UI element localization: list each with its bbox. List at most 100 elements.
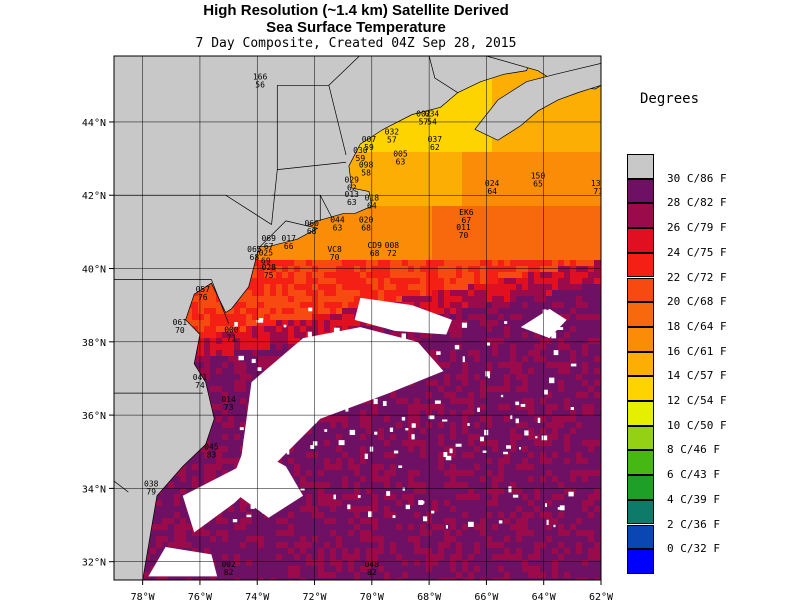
station-temp: 67 [264, 242, 274, 251]
colorbar-label: 18 C/64 F [667, 319, 727, 333]
lon-tick-label: 66°W [474, 592, 499, 603]
station-id: 024 [485, 179, 500, 188]
border-line [363, 0, 395, 52]
station-id: 030 [353, 146, 368, 155]
station-id: 028 [261, 263, 276, 272]
station-id: 044 [330, 216, 345, 225]
station-id: 018 [365, 194, 380, 203]
station-temp: 73 [224, 403, 234, 412]
colorbar-swatch [627, 425, 654, 451]
station-id: 069 [261, 234, 276, 243]
colorbar-swatch [627, 450, 654, 476]
station-temp: 75 [264, 271, 274, 280]
station-temp: 70 [175, 326, 185, 335]
cloud-area [354, 297, 453, 335]
station-id: CD9 [367, 241, 382, 250]
station-id: 007 [362, 135, 377, 144]
station-id: 002 [416, 109, 431, 118]
station-id: 098 [359, 161, 374, 170]
station-id: 008 [385, 241, 400, 250]
colorbar-swatch [627, 376, 654, 401]
station-id: 166 [253, 73, 268, 82]
station-id: 017 [282, 234, 297, 243]
station-temp: 83 [207, 451, 217, 460]
colorbar-label: 20 C/68 F [667, 295, 727, 309]
station-id: 137 [591, 179, 606, 188]
station-id: 029 [345, 175, 360, 184]
colorbar-label: 4 C/39 F [667, 492, 720, 506]
station-id: 065 [247, 245, 262, 254]
station-id: 020 [359, 216, 374, 225]
colorbar-swatch [627, 326, 654, 352]
border-line [114, 480, 129, 493]
lon-tick-label: 74°W [245, 592, 270, 603]
station-temp: 82 [224, 568, 234, 577]
station-temp: 59 [364, 143, 374, 152]
lat-tick-label: 44°N [82, 118, 106, 129]
station-id: 000 [224, 325, 239, 334]
colorbar-heading: Degrees [640, 91, 700, 107]
station-temp: 70 [459, 231, 469, 240]
land [474, 62, 601, 141]
station-temp: 68 [361, 224, 371, 233]
station-temp: 63 [333, 224, 343, 233]
station-temp: 74 [195, 381, 205, 390]
lat-tick-label: 36°N [82, 411, 106, 422]
chart-date-line: 7 Day Composite, Created 04Z Sep 28, 201… [195, 36, 517, 51]
colorbar-label: 24 C/75 F [667, 245, 727, 259]
colorbar-swatch [627, 302, 654, 327]
colorbar-swatch [627, 351, 654, 377]
station-id: 038 [144, 479, 159, 488]
station-id: 032 [385, 128, 400, 137]
colorbar-swatch [627, 475, 654, 500]
station-temp: 57 [419, 117, 429, 126]
station-id: 011 [456, 223, 471, 232]
station-id: EK6 [459, 208, 474, 217]
colorbar-swatch [627, 549, 654, 574]
station-temp: 68 [370, 249, 380, 258]
station-temp: 56 [255, 81, 265, 90]
cloud-area [228, 444, 304, 518]
colorbar-label: 6 C/43 F [667, 468, 720, 482]
station-temp: 57 [387, 136, 397, 145]
colorbar-label: 22 C/72 F [667, 270, 727, 284]
colorbar-swatch [627, 203, 654, 229]
colorbar-swatch [627, 524, 654, 550]
station-temp: 66 [284, 242, 294, 251]
colorbar-label: 2 C/36 F [667, 517, 720, 531]
colorbar-nodata-swatch [627, 154, 654, 179]
colorbar-label: 30 C/86 F [667, 171, 727, 185]
station-id: 041 [193, 373, 208, 382]
station-temp: 68 [250, 253, 260, 262]
station-temp: 59 [356, 154, 366, 163]
station-temp: 62 [347, 183, 357, 192]
lat-tick-label: 38°N [82, 338, 106, 349]
colorbar-swatch [627, 401, 654, 426]
chart-title: High Resolution (~1.4 km) Satellite Deri… [203, 2, 509, 19]
border-line [277, 161, 347, 170]
station-id: 045 [204, 443, 219, 452]
lon-tick-label: 78°W [131, 592, 156, 603]
station-temp: 72 [387, 249, 397, 258]
station-temp: 68 [307, 227, 317, 236]
station-id: 060 [304, 219, 319, 228]
station-id: 025 [259, 249, 274, 258]
lon-tick-label: 64°W [532, 592, 557, 603]
station-id: 150 [531, 172, 546, 181]
station-temp: 79 [146, 487, 156, 496]
map-frame [113, 55, 602, 581]
station-id: 005 [393, 150, 408, 159]
colorbar-label: 14 C/57 F [667, 369, 727, 383]
station-temp: 58 [361, 169, 371, 178]
lon-tick-label: 68°W [417, 592, 442, 603]
border-line [328, 85, 347, 156]
land [259, 220, 319, 247]
station-id: 057 [196, 285, 211, 294]
lon-tick-label: 72°W [302, 592, 327, 603]
station-temp: 69 [261, 257, 271, 266]
station-temp: 64 [487, 187, 497, 196]
lat-tick-label: 32°N [82, 558, 106, 569]
colorbar-swatch [627, 499, 654, 525]
